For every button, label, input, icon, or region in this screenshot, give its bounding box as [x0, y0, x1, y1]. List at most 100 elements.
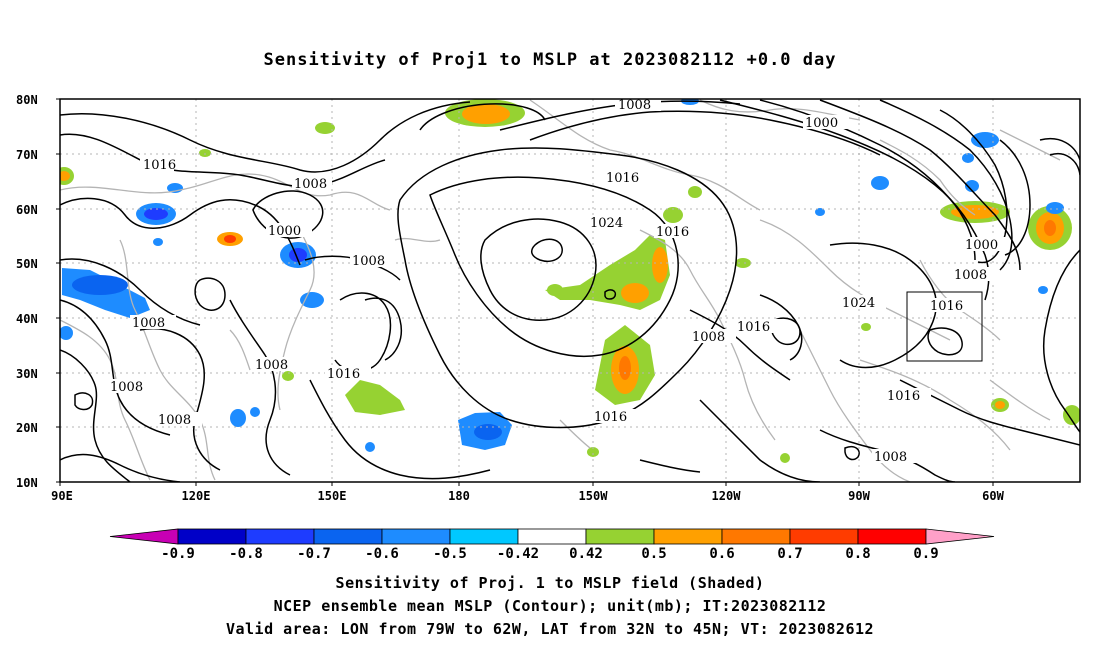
- caption-contour: NCEP ensemble mean MSLP (Contour); unit(…: [273, 597, 827, 615]
- colorbar-label: 0.9: [913, 546, 938, 562]
- colorbar-swatch: [381, 528, 451, 545]
- negative-blob-core: [474, 424, 502, 440]
- colorbar-label: 0.8: [845, 546, 870, 562]
- colorbar-swatch: [585, 528, 655, 545]
- colorbar-label: 0.42: [569, 546, 603, 562]
- positive-blob-core: [462, 104, 510, 124]
- positive-blob-inner: [1044, 220, 1056, 236]
- lon-label: 90E: [51, 489, 73, 503]
- positive-blob: [547, 284, 563, 296]
- contour-label: 1016: [930, 299, 963, 314]
- negative-blob: [60, 326, 73, 340]
- contour-label: 1000: [965, 238, 998, 253]
- caption-valid-area: Valid area: LON from 79W to 62W, LAT fro…: [225, 620, 875, 638]
- lat-label: 20N: [16, 421, 38, 435]
- negative-blob: [871, 176, 889, 190]
- positive-blob-core: [995, 401, 1005, 409]
- positive-blob: [282, 371, 294, 381]
- positive-blob: [780, 453, 790, 463]
- colorbar-label: 0.5: [641, 546, 666, 562]
- contour-label: 1008: [255, 358, 288, 373]
- negative-blob-core: [72, 275, 128, 295]
- contour-label: 1024: [590, 216, 623, 231]
- contour-label: 1016: [327, 367, 360, 382]
- graticule: [60, 99, 1080, 482]
- colorbar-label: 0.6: [709, 546, 734, 562]
- colorbar-label: 0.7: [777, 546, 802, 562]
- axis-ticks: [56, 98, 994, 486]
- contour-label: 1016: [656, 225, 689, 240]
- contour-label: 1016: [887, 389, 920, 404]
- negative-blob: [153, 238, 163, 246]
- negative-blob: [230, 409, 246, 427]
- contour-label: 1016: [737, 320, 770, 335]
- contour-label: 1024: [842, 296, 875, 311]
- positive-blob: [345, 380, 405, 415]
- lat-label: 80N: [16, 93, 38, 107]
- colorbar-swatch: [177, 528, 247, 545]
- contour-labels: 1016 1008 1008 1000 1008 1008 1008 1008 …: [108, 98, 1009, 465]
- lat-label: 40N: [16, 312, 38, 326]
- negative-blob: [250, 407, 260, 417]
- negative-blob: [971, 132, 999, 148]
- contour-label: 1016: [606, 171, 639, 186]
- positive-blob-core: [224, 235, 236, 243]
- colorbar-labels: -0.9 -0.8 -0.7 -0.6 -0.5 -0.42 0.42 0.5 …: [161, 546, 939, 562]
- lat-label: 50N: [16, 257, 38, 271]
- colorbar-swatch: [517, 528, 587, 545]
- colorbar-arrow-right: [925, 528, 995, 545]
- negative-blob: [962, 153, 974, 163]
- colorbar-label: -0.5: [433, 546, 467, 562]
- lon-label: 60W: [982, 489, 1004, 503]
- sensitivity-shading: [60, 99, 1080, 463]
- negative-blob: [365, 442, 375, 452]
- contour-label: 1008: [874, 450, 907, 465]
- colorbar-swatch: [721, 528, 791, 545]
- longitude-labels: 90E 120E 150E 180 150W 120W 90W 60W: [51, 489, 1004, 503]
- colorbar-label: -0.42: [497, 546, 539, 562]
- lat-label: 70N: [16, 148, 38, 162]
- contour-label: 1008: [618, 98, 651, 113]
- lon-label: 120E: [182, 489, 211, 503]
- mslp-contours: [60, 99, 1080, 482]
- positive-blob-inner: [619, 356, 631, 380]
- contour-label: 1008: [158, 413, 191, 428]
- lon-label: 150E: [318, 489, 347, 503]
- lon-label: 150W: [579, 489, 609, 503]
- positive-blob-core: [652, 247, 668, 283]
- contour-label: 1016: [594, 410, 627, 425]
- valid-area-box: [906, 291, 983, 362]
- colorbar-label: -0.6: [365, 546, 399, 562]
- positive-blob: [735, 258, 751, 268]
- contour-label: 1008: [692, 330, 725, 345]
- lat-label: 10N: [16, 476, 38, 490]
- negative-blob-core: [289, 248, 307, 262]
- colorbar-label: -0.9: [161, 546, 195, 562]
- positive-blob: [663, 207, 683, 223]
- negative-blob-core: [144, 208, 168, 220]
- lon-label: 180: [448, 489, 470, 503]
- colorbar-swatch: [245, 528, 315, 545]
- negative-blob: [300, 292, 324, 308]
- lon-label: 90W: [848, 489, 870, 503]
- negative-blob: [1046, 202, 1064, 214]
- lat-label: 30N: [16, 367, 38, 381]
- negative-blob: [1038, 286, 1048, 294]
- colorbar-swatch: [449, 528, 519, 545]
- colorbar: [109, 528, 995, 545]
- colorbar-label: -0.7: [297, 546, 331, 562]
- contour-label: 1008: [294, 177, 327, 192]
- positive-blob: [688, 186, 702, 198]
- colorbar-label: -0.8: [229, 546, 263, 562]
- colorbar-swatch: [857, 528, 927, 545]
- positive-blob: [587, 447, 599, 457]
- caption-shading: Sensitivity of Proj. 1 to MSLP field (Sh…: [335, 574, 765, 592]
- contour-label: 1016: [143, 158, 176, 173]
- lon-label: 120W: [712, 489, 742, 503]
- positive-blob: [199, 149, 211, 157]
- contour-label: 1000: [268, 224, 301, 239]
- positive-blob-core: [60, 171, 70, 181]
- contour-label: 1008: [132, 316, 165, 331]
- map-title: Sensitivity of Proj1 to MSLP at 20230821…: [263, 50, 837, 70]
